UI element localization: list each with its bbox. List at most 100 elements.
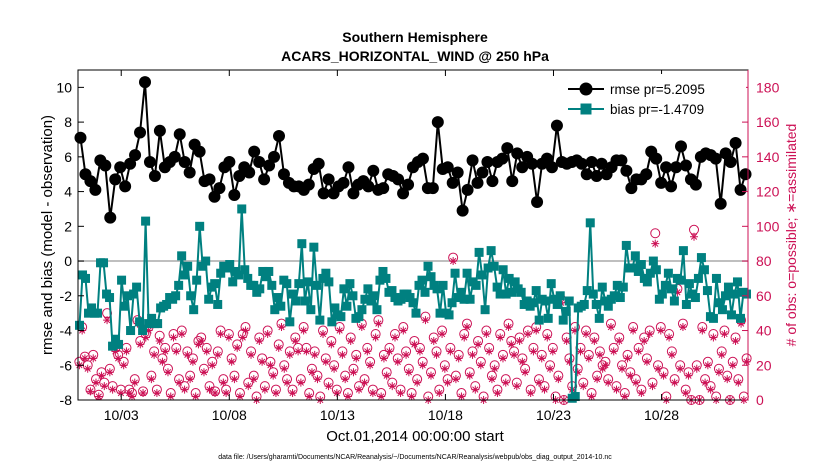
- rmse-point: [208, 190, 221, 203]
- bias-point: [267, 280, 277, 290]
- bias-point: [582, 286, 592, 296]
- obs-assimilated-point: [692, 364, 701, 373]
- rmse-point: [84, 175, 97, 188]
- rmse-point: [402, 178, 415, 191]
- y2-tick-label: 140: [756, 149, 780, 165]
- obs-assimilated-point: [402, 350, 411, 359]
- obs-assimilated-point: [737, 319, 746, 328]
- obs-assimilated-point: [266, 361, 275, 370]
- obs-assimilated-point: [89, 354, 98, 363]
- bias-point: [501, 289, 511, 299]
- bias-point: [282, 279, 292, 289]
- rmse-point: [74, 131, 87, 144]
- bias-point: [129, 289, 139, 299]
- bias-point: [93, 308, 103, 318]
- obs-assimilated-point: [426, 371, 435, 380]
- obs-assimilated-point: [457, 392, 466, 401]
- bias-point: [417, 275, 427, 285]
- bias-point: [84, 308, 94, 318]
- obs-assimilated-point: [678, 323, 687, 332]
- obs-assimilated-point: [144, 326, 153, 335]
- obs-assimilated-point: [429, 336, 438, 345]
- obs-assimilated-point: [302, 347, 311, 356]
- bias-point: [204, 294, 214, 304]
- bias-point: [138, 326, 148, 336]
- bias-point: [444, 310, 454, 320]
- obs-assimilated-point: [94, 392, 103, 401]
- legend-rmse-marker: [579, 82, 593, 96]
- rmse-point: [501, 142, 514, 155]
- y2-tick-label: 0: [756, 392, 764, 408]
- bias-point: [201, 256, 211, 266]
- obs-assimilated-point: [263, 330, 272, 338]
- rmse-point: [119, 180, 132, 193]
- obs-assimilated-point: [188, 357, 197, 366]
- obs-assimilated-point: [731, 336, 740, 345]
- obs-assimilated-point: [296, 378, 305, 387]
- bias-point: [144, 319, 154, 329]
- obs-assimilated-point: [701, 378, 710, 387]
- obs-assimilated-point: [319, 330, 328, 338]
- bias-point: [666, 284, 676, 294]
- rmse-point: [739, 168, 752, 181]
- bias-point: [591, 299, 601, 309]
- obs-assimilated-point: [291, 336, 300, 345]
- obs-assimilated-point: [393, 357, 402, 366]
- rmse-point: [223, 156, 236, 169]
- obs-assimilated-point: [285, 350, 294, 359]
- bias-point: [540, 296, 550, 306]
- x-tick-label: 10/23: [536, 407, 571, 423]
- bias-point: [360, 294, 370, 304]
- bias-point: [543, 313, 553, 323]
- legend-rmse-label: rmse pr=5.2095: [610, 82, 705, 97]
- bias-point: [579, 299, 589, 309]
- obs-assimilated-point: [451, 375, 460, 384]
- obs-assimilated-point: [537, 354, 546, 363]
- rmse-point: [248, 145, 261, 158]
- obs-assimilated-point: [299, 326, 308, 335]
- obs-assimilated-point: [631, 378, 640, 387]
- bias-point: [684, 279, 694, 289]
- bias-point: [570, 392, 580, 402]
- obs-assimilated-point: [382, 371, 391, 380]
- bias-point: [564, 296, 574, 306]
- rmse-point: [99, 159, 112, 172]
- bias-point: [699, 265, 709, 275]
- y2-tick-label: 160: [756, 114, 780, 130]
- rmse-point: [243, 166, 256, 179]
- obs-assimilated-point: [341, 375, 350, 384]
- bias-point: [126, 326, 136, 336]
- obs-assimilated-point: [714, 368, 723, 377]
- rmse-point: [253, 156, 266, 169]
- rmse-point: [595, 157, 608, 170]
- obs-assimilated-point: [454, 354, 463, 363]
- obs-assimilated-point: [645, 330, 654, 338]
- rmse-point: [526, 157, 539, 170]
- rmse-point: [173, 128, 186, 141]
- x-tick-label: 10/03: [104, 407, 139, 423]
- obs-assimilated-point: [125, 389, 134, 398]
- y2-tick-label: 60: [756, 288, 772, 304]
- obs-assimilated-point: [158, 357, 167, 366]
- x-axis-label: Oct.01,2014 00:00:00 start: [326, 428, 504, 445]
- bias-point: [135, 317, 145, 327]
- obs-assimilated-point: [615, 336, 624, 345]
- y2-tick-label: 80: [756, 253, 772, 269]
- obs-assimilated-point: [191, 392, 200, 401]
- obs-assimilated-point: [609, 347, 618, 356]
- bias-point: [171, 291, 181, 301]
- obs-assimilated-point: [518, 357, 527, 366]
- chart-title: Southern Hemisphere: [342, 29, 488, 45]
- obs-assimilated-point: [595, 350, 604, 359]
- bias-point: [336, 312, 346, 322]
- rmse-point: [734, 183, 747, 196]
- rmse-point: [496, 152, 509, 165]
- obs-assimilated-point: [606, 323, 615, 332]
- bias-point: [411, 308, 421, 318]
- y-tick-label: 6: [64, 149, 72, 165]
- obs-assimilated-point: [626, 371, 635, 380]
- obs-assimilated-point: [521, 368, 530, 377]
- rmse-point: [362, 180, 375, 193]
- bias-point: [420, 287, 430, 297]
